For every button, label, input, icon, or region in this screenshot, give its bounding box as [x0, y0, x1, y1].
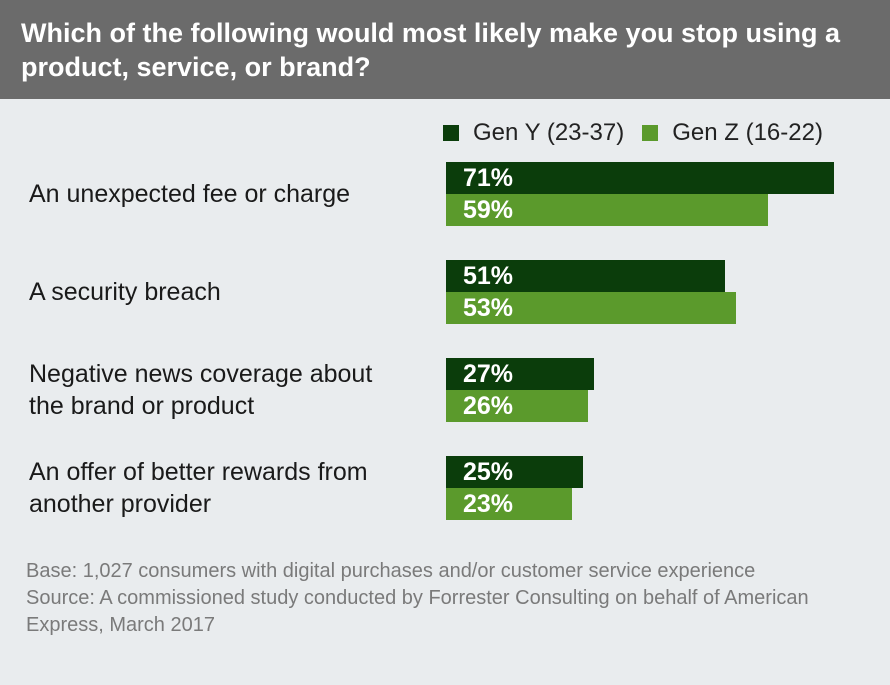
category-label-an-unexpected-fee-or-charge: An unexpected fee or charge — [29, 178, 429, 210]
legend-label-gen-z: Gen Z (16-22) — [672, 119, 823, 146]
category-label-line: An offer of better rewards from — [29, 458, 368, 486]
base-note: Base: 1,027 consumers with digital purch… — [26, 560, 756, 582]
legend-item-gen-y: Gen Y (23-37) — [443, 119, 624, 147]
bar-gen-z-a-security-breach: 53% — [446, 292, 736, 324]
bar-value-label: 26% — [463, 392, 514, 420]
category-label-line: An unexpected fee or charge — [29, 180, 351, 208]
category-label-a-security-breach: A security breach — [29, 276, 429, 308]
bar-value-label: 25% — [463, 458, 514, 486]
bar-value-label: 71% — [463, 164, 514, 192]
bar-gen-y-negative-news-coverage-about-the-brand-or-product: 27% — [446, 358, 594, 390]
bar-gen-z-an-unexpected-fee-or-charge: 59% — [446, 194, 768, 226]
category-label-line: the brand or product — [29, 392, 255, 420]
bar-gen-y-a-security-breach: 51% — [446, 260, 725, 292]
chart-header: Which of the following would most likely… — [0, 0, 890, 99]
legend-swatch-gen-y — [443, 125, 459, 141]
legend-label-gen-y: Gen Y (23-37) — [473, 119, 625, 146]
bar-gen-y-an-offer-of-better-rewards-from-another-provider: 25% — [446, 456, 583, 488]
category-label-line: another provider — [29, 490, 212, 518]
bar-value-label: 51% — [463, 262, 514, 290]
bar-value-label: 59% — [463, 196, 514, 224]
bar-gen-z-an-offer-of-better-rewards-from-another-provider: 23% — [446, 488, 572, 520]
category-label-line: Negative news coverage about — [29, 360, 373, 388]
category-label-line: A security breach — [29, 278, 221, 306]
chart-title: Which of the following would most likely… — [21, 18, 841, 82]
category-label-an-offer-of-better-rewards-from-another-provider: An offer of better rewards from another p… — [29, 456, 429, 520]
legend-swatch-gen-z — [642, 125, 659, 141]
bar-value-label: 23% — [463, 490, 514, 518]
bar-value-label: 27% — [463, 360, 514, 388]
bar-value-label: 53% — [463, 294, 514, 322]
bar-gen-z-negative-news-coverage-about-the-brand-or-product: 26% — [446, 390, 588, 422]
footnotes: Base: 1,027 consumers with digital purch… — [26, 558, 876, 639]
legend-item-gen-z: Gen Z (16-22) — [642, 119, 823, 147]
bar-gen-y-an-unexpected-fee-or-charge: 71% — [446, 162, 834, 194]
category-label-negative-news-coverage-about-the-brand-or-product: Negative news coverage about the brand or… — [29, 358, 429, 422]
legend: Gen Y (23-37) Gen Z (16-22) — [443, 118, 841, 148]
source-note: Source: A commissioned study conducted b… — [26, 587, 809, 636]
